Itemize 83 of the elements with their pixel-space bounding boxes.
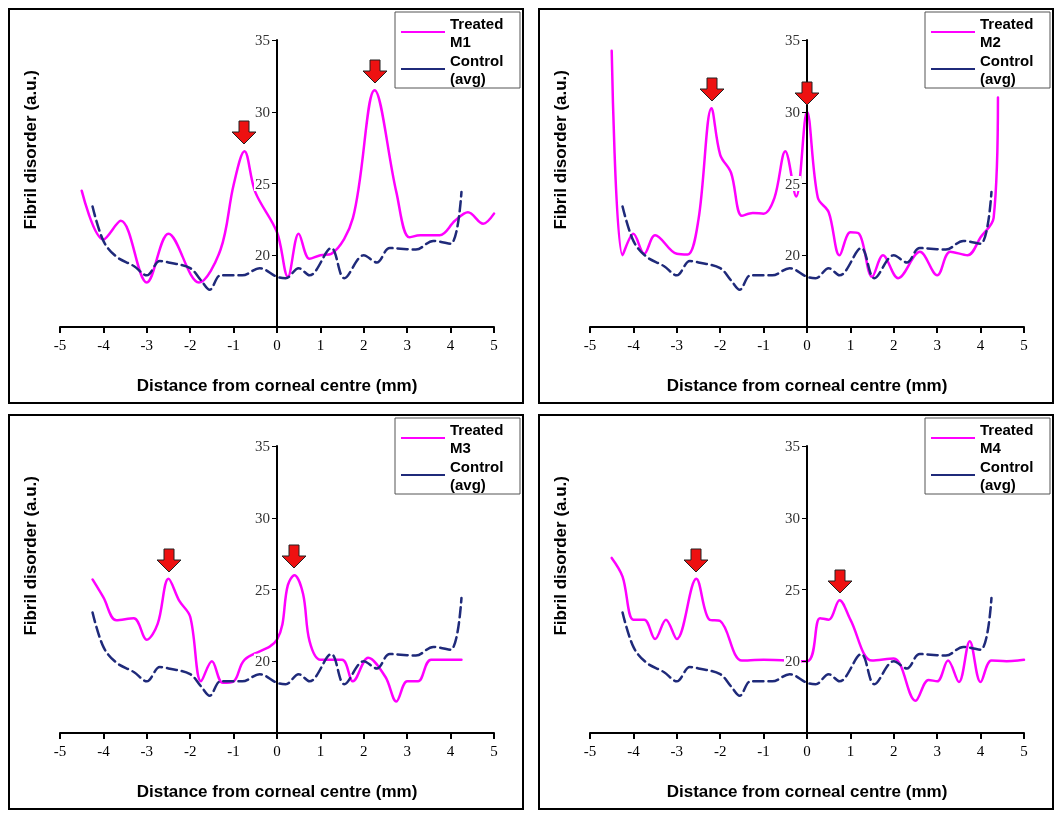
y-tick-label: 20 [255,653,270,670]
y-tick-label: 30 [255,103,270,120]
x-tick-label: 2 [360,336,368,353]
legend-label: Treated M3 [450,420,508,456]
x-tick-label: -2 [183,742,197,759]
y-tick-label: 25 [785,581,800,598]
x-tick-label: -5 [583,742,597,759]
y-tick-label: 20 [785,247,800,264]
x-tick-label: -1 [757,742,770,759]
x-tick-label: 2 [890,336,898,353]
x-tick-label: -3 [140,742,154,759]
x-tick-label: -3 [670,742,684,759]
x-tick-label: 0 [803,742,811,759]
legend-label: Control (avg) [450,457,508,493]
x-tick-label: 2 [360,742,368,759]
y-tick-label: 35 [785,438,800,454]
y-tick-label: 35 [255,438,270,454]
x-tick-label: 3 [933,742,941,759]
y-tick-label: 25 [785,175,800,192]
x-tick-label: -5 [53,742,67,759]
y-tick-label: 20 [255,247,270,264]
x-tick-label: 2 [890,742,898,759]
legend-label: Treated M2 [980,14,1038,50]
y-axis-title: Fibril disorder (a.u.) [551,476,570,636]
y-tick-label: 30 [785,103,800,120]
x-tick-label: -4 [97,336,111,353]
y-tick-label: 30 [255,509,270,526]
x-tick-label: 5 [1020,742,1028,759]
x-axis-title: Distance from corneal centre (mm) [136,376,418,395]
x-tick-label: -1 [227,742,240,759]
x-tick-label: -4 [627,336,641,353]
x-tick-label: 3 [403,336,411,353]
y-tick-label: 30 [785,509,800,526]
x-tick-label: 1 [846,336,855,353]
x-tick-label: -1 [227,336,240,353]
legend-label: Treated M4 [980,420,1038,456]
x-tick-label: -4 [627,742,641,759]
x-tick-label: 4 [976,336,985,353]
x-tick-label: -5 [583,336,597,353]
x-tick-label: 4 [446,742,455,759]
x-tick-label: 1 [316,742,325,759]
x-tick-label: 4 [976,742,985,759]
x-tick-label: 3 [403,742,411,759]
x-tick-label: -1 [757,336,770,353]
y-tick-label: 25 [255,581,270,598]
line-series [91,573,463,703]
x-tick-label: -3 [670,336,684,353]
x-tick-label: 3 [933,336,941,353]
legend-label: Control (avg) [980,51,1038,87]
x-tick-label: 4 [446,336,455,353]
x-tick-label: 5 [1020,336,1028,353]
line-series [610,556,1026,702]
y-tick-label: 35 [785,32,800,48]
x-axis-title: Distance from corneal centre (mm) [666,782,948,801]
x-tick-label: -4 [97,742,111,759]
line-series [91,596,463,697]
x-tick-label: -3 [140,336,154,353]
y-tick-label: 20 [785,653,800,670]
x-axis-title: Distance from corneal centre (mm) [136,782,418,801]
x-tick-label: 0 [273,336,281,353]
x-tick-label: -2 [713,336,727,353]
y-axis-title: Fibril disorder (a.u.) [551,70,570,230]
x-tick-label: -5 [53,336,67,353]
x-axis-title: Distance from corneal centre (mm) [666,376,948,395]
x-tick-label: -2 [713,742,727,759]
x-tick-label: 5 [490,742,498,759]
x-tick-label: 0 [273,742,281,759]
y-tick-label: 35 [255,32,270,48]
legend-label: Control (avg) [980,457,1038,493]
line-series [80,88,496,284]
x-tick-label: 1 [846,742,855,759]
y-axis-title: Fibril disorder (a.u.) [21,476,40,636]
line-series [621,190,993,291]
y-axis-title: Fibril disorder (a.u.) [21,70,40,230]
x-tick-label: 5 [490,336,498,353]
line-series [91,190,463,291]
legend-label: Treated M1 [450,14,508,50]
y-tick-label: 25 [255,175,270,192]
x-tick-label: 1 [316,336,325,353]
line-series [621,596,993,697]
legend-label: Control (avg) [450,51,508,87]
x-tick-label: -2 [183,336,197,353]
x-tick-label: 0 [803,336,811,353]
